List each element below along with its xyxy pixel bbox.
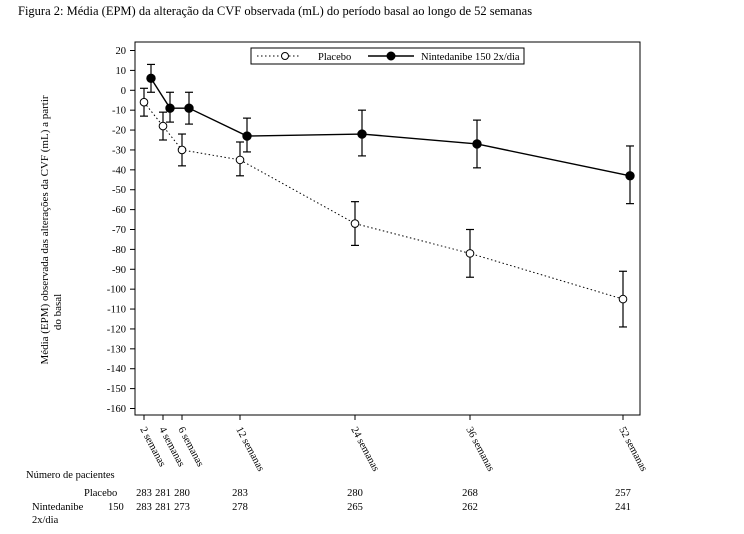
y-axis-label-line1: Média (EPM) observada das alterações da … xyxy=(39,95,51,364)
y-tick-label: -30 xyxy=(112,145,126,156)
data-point xyxy=(242,131,252,141)
patient-count: 273 xyxy=(174,502,190,513)
y-tick-label: -100 xyxy=(107,285,126,296)
patient-count: 278 xyxy=(232,502,248,513)
series-placebo xyxy=(139,87,628,328)
y-tick-label: -50 xyxy=(112,185,126,196)
patients-row-label-nintedanib: Nintedanibe xyxy=(32,502,84,513)
y-tick-label: -150 xyxy=(107,384,126,395)
data-point xyxy=(184,103,194,113)
axes: 20 10 0 -10 -20 -30 -40 -50 -60 -70 -80 -90 -100 -110… xyxy=(39,41,649,473)
legend-marker-nintedanib xyxy=(386,51,396,61)
x-tick-label: 52 semanas xyxy=(616,425,649,473)
y-tick-label: -130 xyxy=(107,344,126,355)
series-nintedanib xyxy=(146,63,635,205)
patients-row-label-nintedanib-dose: 150 xyxy=(108,502,124,513)
patients-row-label-nintedanib-freq: 2x/dia xyxy=(32,515,59,526)
patient-count: 283 xyxy=(136,488,152,499)
data-point xyxy=(625,171,635,181)
y-tick-label: 0 xyxy=(121,86,126,97)
data-point xyxy=(235,155,245,165)
legend: Placebo Nintedanibe 150 2x/dia xyxy=(250,47,525,65)
legend-label-placebo: Placebo xyxy=(318,52,351,63)
y-tick-label: -90 xyxy=(112,265,126,276)
y-axis-label: Média (EPM) observada das alterações da … xyxy=(39,95,64,364)
figure-title: Figura 2: Média (EPM) da alteração da CV… xyxy=(18,4,533,18)
patient-count: 265 xyxy=(347,502,363,513)
y-tick-label: -60 xyxy=(112,205,126,216)
data-point xyxy=(139,97,149,107)
data-point xyxy=(158,121,168,131)
patient-count: 268 xyxy=(462,488,478,499)
y-tick-label: -120 xyxy=(107,324,126,335)
patient-count: 283 xyxy=(232,488,248,499)
legend-label-nintedanib: Nintedanibe 150 2x/dia xyxy=(421,52,520,63)
y-tick-label: -10 xyxy=(112,106,126,117)
data-point xyxy=(177,145,187,155)
x-tick-label: 36 semanas xyxy=(463,425,496,473)
patients-table-title: Número de pacientes xyxy=(26,470,115,481)
y-tick-label: -20 xyxy=(112,126,126,137)
data-point xyxy=(350,219,360,228)
y-tick-label: -40 xyxy=(112,165,126,176)
y-tick-label: -70 xyxy=(112,225,126,236)
patient-count: 281 xyxy=(155,502,171,513)
data-point xyxy=(357,129,367,139)
patient-count: 257 xyxy=(615,488,631,499)
series-group xyxy=(139,63,635,328)
x-tick-label: 12 semanas xyxy=(233,425,266,473)
plot-frame xyxy=(134,41,641,416)
y-tick-label: -110 xyxy=(107,305,126,316)
data-point xyxy=(165,103,175,113)
data-point xyxy=(472,139,482,149)
patient-count: 280 xyxy=(347,488,363,499)
patients-row-label-placebo: Placebo xyxy=(84,488,118,499)
legend-marker-placebo xyxy=(281,52,289,60)
series-line xyxy=(150,77,631,177)
y-tick-label: -140 xyxy=(107,364,126,375)
y-tick-label: 10 xyxy=(116,66,127,77)
data-point xyxy=(618,294,628,304)
data-point xyxy=(465,249,475,258)
y-tick-label: 20 xyxy=(116,46,127,57)
x-tick-label: 24 semanas xyxy=(348,425,381,473)
patient-count: 283 xyxy=(136,502,152,513)
patient-count: 241 xyxy=(615,502,631,513)
series-line xyxy=(143,101,624,300)
patient-count: 281 xyxy=(155,488,171,499)
data-point xyxy=(146,73,156,84)
y-axis-label-line2: do basal xyxy=(52,294,64,330)
y-tick-label: -160 xyxy=(107,404,126,415)
y-tick-label: -80 xyxy=(112,245,126,256)
patient-count: 280 xyxy=(174,488,190,499)
patient-count: 262 xyxy=(462,502,478,513)
